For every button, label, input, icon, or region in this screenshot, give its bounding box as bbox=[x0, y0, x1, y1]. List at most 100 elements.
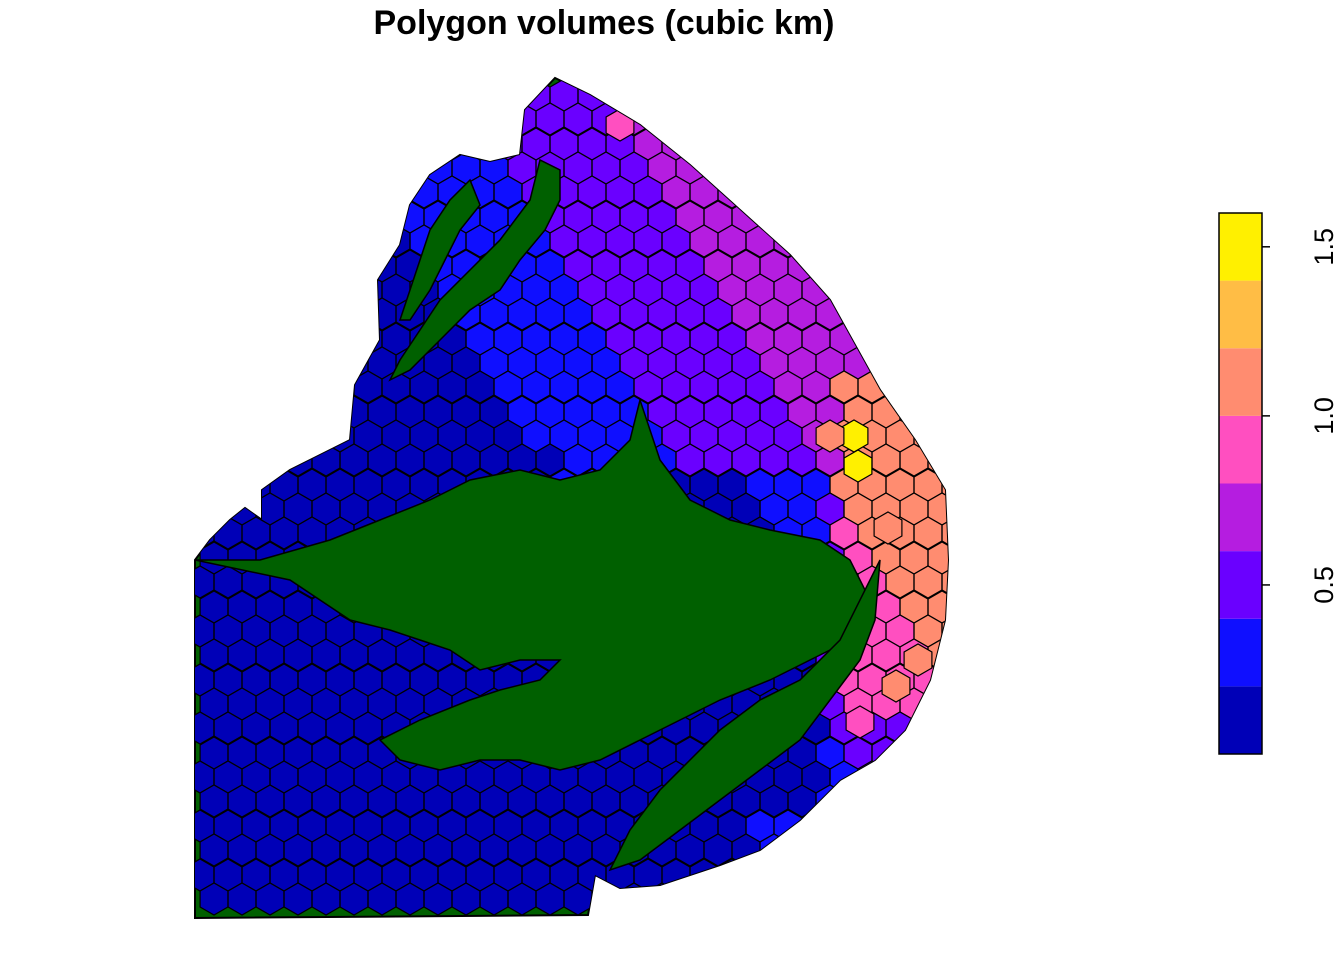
legend-bin bbox=[1219, 483, 1262, 552]
volume-cell bbox=[787, 102, 817, 136]
volume-cell bbox=[269, 322, 299, 356]
volume-cell bbox=[899, 200, 929, 234]
volume-cell bbox=[787, 833, 817, 867]
volume-cell bbox=[297, 127, 327, 161]
volume-cell bbox=[941, 468, 948, 502]
volume-cell bbox=[787, 151, 817, 185]
volume-cell bbox=[199, 200, 229, 234]
volume-cell bbox=[801, 175, 831, 209]
volume-cell bbox=[871, 346, 901, 380]
legend-bin bbox=[1219, 686, 1262, 754]
volume-cell bbox=[731, 882, 761, 916]
volume-cell bbox=[927, 200, 948, 234]
volume-cell bbox=[857, 858, 887, 892]
volume-cell bbox=[843, 833, 873, 867]
volume-cell bbox=[689, 127, 719, 161]
volume-cell bbox=[899, 151, 929, 185]
volume-cell bbox=[325, 322, 355, 356]
volume-cell bbox=[633, 78, 663, 112]
volume-cell bbox=[283, 346, 313, 380]
volume-cell bbox=[829, 175, 859, 209]
volume-cell bbox=[745, 78, 775, 112]
volume-cell bbox=[885, 273, 915, 307]
volume-cell bbox=[871, 249, 901, 283]
volume-cell bbox=[871, 151, 901, 185]
volume-cell bbox=[927, 249, 948, 283]
legend-bin bbox=[1219, 348, 1262, 416]
volume-cell bbox=[367, 200, 397, 234]
volume-cell bbox=[913, 760, 943, 794]
volume-cell bbox=[815, 882, 845, 916]
volume-cell bbox=[227, 395, 257, 429]
volume-cell bbox=[367, 102, 397, 136]
volume-cell bbox=[829, 273, 859, 307]
volume-cell bbox=[195, 273, 215, 307]
volume-cell bbox=[269, 370, 299, 404]
volume-cell bbox=[213, 78, 243, 112]
volume-cell bbox=[885, 127, 915, 161]
volume-cell bbox=[871, 833, 901, 867]
volume-cell bbox=[843, 200, 873, 234]
volume-cell bbox=[213, 468, 243, 502]
volume-cell bbox=[199, 443, 229, 477]
legend-ticks: 0.5 1.0 1.5 bbox=[1262, 228, 1339, 604]
volume-cell bbox=[213, 127, 243, 161]
volume-cell bbox=[199, 151, 229, 185]
volume-cell bbox=[339, 297, 369, 331]
volume-cell bbox=[213, 370, 243, 404]
volume-cell bbox=[199, 297, 229, 331]
volume-cell bbox=[227, 443, 257, 477]
volume-cell bbox=[871, 102, 901, 136]
volume-cell bbox=[801, 78, 831, 112]
volume-cell bbox=[227, 297, 257, 331]
volume-cell bbox=[941, 127, 948, 161]
volume-cell bbox=[927, 833, 948, 867]
volume-cell bbox=[195, 224, 215, 258]
volume-cell bbox=[311, 346, 341, 380]
volume-cell bbox=[717, 127, 747, 161]
volume-cell bbox=[689, 78, 719, 112]
volume-cell bbox=[339, 249, 369, 283]
volume-cell bbox=[703, 102, 733, 136]
region-map bbox=[194, 76, 950, 920]
chart-title: Polygon volumes (cubic km) bbox=[373, 4, 835, 42]
volume-cell bbox=[787, 882, 817, 916]
volume-cell bbox=[325, 78, 355, 112]
legend-bin bbox=[1219, 415, 1262, 484]
volume-cell bbox=[941, 760, 948, 794]
volume-cell bbox=[773, 858, 803, 892]
volume-cell bbox=[213, 273, 243, 307]
volume-cell bbox=[353, 224, 383, 258]
volume-cell bbox=[297, 175, 327, 209]
volume-cell bbox=[941, 663, 948, 697]
volume-cell bbox=[339, 151, 369, 185]
volume-cell bbox=[829, 858, 859, 892]
volume-cell-high bbox=[843, 449, 873, 483]
volume-cell bbox=[941, 273, 948, 307]
volume-cell bbox=[941, 516, 948, 550]
volume-cell bbox=[465, 127, 495, 161]
volume-cell bbox=[195, 468, 215, 502]
volume-cell bbox=[927, 687, 948, 721]
volume-cell bbox=[283, 102, 313, 136]
volume-cell bbox=[745, 127, 775, 161]
volume-cell bbox=[451, 102, 481, 136]
volume-cell bbox=[381, 175, 411, 209]
volume-cell bbox=[283, 200, 313, 234]
legend-tick-label: 0.5 bbox=[1309, 566, 1339, 604]
volume-cell bbox=[381, 127, 411, 161]
volume-cell bbox=[297, 273, 327, 307]
volume-cell bbox=[269, 175, 299, 209]
volume-cell bbox=[899, 833, 929, 867]
volume-cell bbox=[913, 175, 943, 209]
volume-cell bbox=[255, 395, 285, 429]
volume-cell bbox=[311, 249, 341, 283]
volume-cell bbox=[311, 395, 341, 429]
volume-cell bbox=[843, 297, 873, 331]
volume-cell bbox=[913, 78, 943, 112]
volume-cell bbox=[227, 102, 257, 136]
volume-cell bbox=[941, 175, 948, 209]
legend-bin bbox=[1219, 618, 1262, 687]
volume-cell bbox=[195, 175, 215, 209]
